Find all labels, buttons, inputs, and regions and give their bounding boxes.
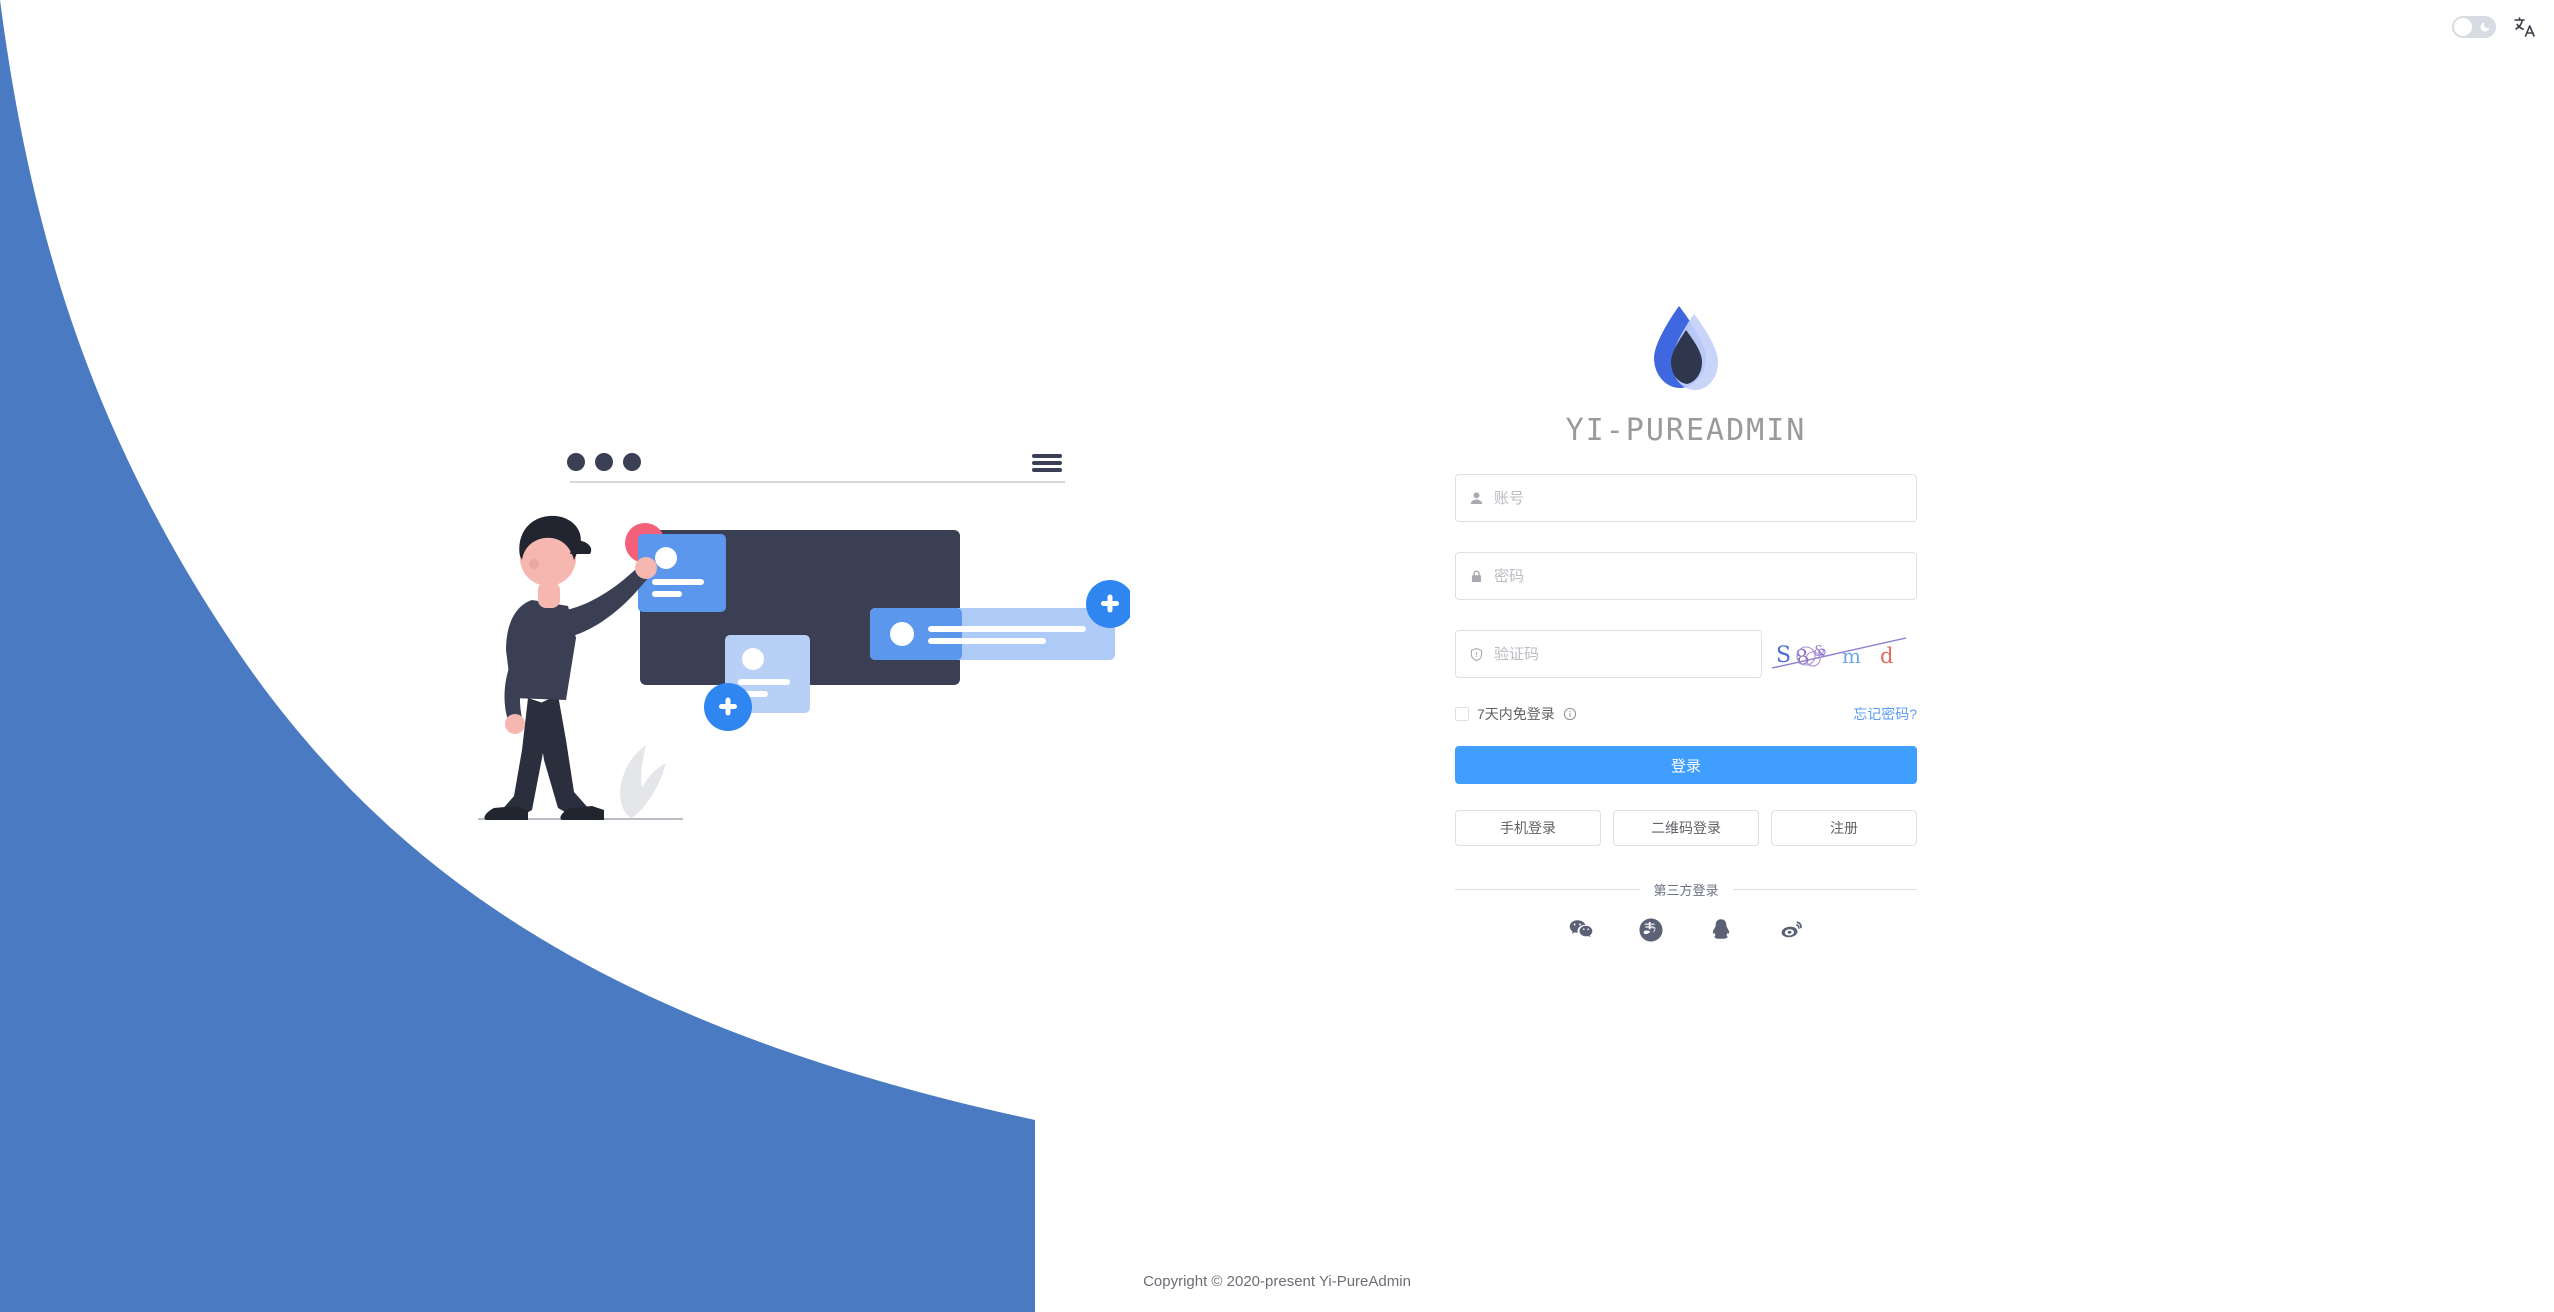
user-icon [1468, 490, 1484, 506]
options-row: 7天内免登录 忘记密码? [1455, 704, 1917, 724]
svg-text:d: d [1880, 644, 1893, 668]
info-circle-icon[interactable] [1563, 707, 1577, 721]
password-field[interactable] [1455, 552, 1917, 600]
alipay-icon[interactable] [1638, 917, 1664, 943]
forgot-password-link[interactable]: 忘记密码? [1853, 706, 1917, 722]
page-title: YI-PUREADMIN [1565, 413, 1807, 448]
top-controls [2452, 14, 2538, 40]
alt-login-buttons: 手机登录 二维码登录 注册 [1455, 810, 1917, 846]
social-login-row [1455, 917, 1917, 943]
footer-copyright: Copyright © 2020-present Yi-PureAdmin [1143, 1273, 1411, 1290]
captcha-input[interactable] [1494, 631, 1749, 677]
divider-line-left [1455, 889, 1640, 890]
translate-icon[interactable] [2512, 14, 2538, 40]
remember-checkbox[interactable] [1455, 707, 1469, 721]
username-input[interactable] [1494, 475, 1904, 521]
third-party-label: 第三方登录 [1653, 883, 1719, 898]
lock-icon [1468, 568, 1484, 584]
svg-text:&: & [1813, 642, 1826, 660]
login-panel: YI-PUREADMIN [1455, 300, 1918, 943]
login-button[interactable]: 登录 [1455, 746, 1917, 784]
phone-login-button[interactable]: 手机登录 [1455, 810, 1601, 846]
svg-text:S: S [1776, 643, 1791, 668]
shield-icon [1468, 646, 1484, 662]
password-input[interactable] [1494, 553, 1904, 599]
qq-icon[interactable] [1708, 917, 1734, 943]
water-drop-logo-icon [1646, 300, 1726, 395]
remember-me[interactable]: 7天内免登录 [1455, 704, 1577, 724]
third-party-divider: 第三方登录 [1455, 880, 1918, 899]
qrcode-login-button[interactable]: 二维码登录 [1613, 810, 1759, 846]
captcha-field[interactable] [1455, 630, 1762, 678]
captcha-row: S 8 & m d [1455, 630, 1917, 678]
captcha-image[interactable]: S 8 & m d [1770, 632, 1910, 676]
register-button[interactable]: 注册 [1771, 810, 1917, 846]
username-field[interactable] [1455, 474, 1917, 522]
svg-text:m: m [1842, 644, 1861, 668]
theme-toggle[interactable] [2452, 16, 2496, 38]
wechat-icon[interactable] [1568, 917, 1594, 943]
login-illustration [470, 440, 1130, 910]
toggle-knob [2454, 18, 2472, 36]
svg-text:8: 8 [1793, 644, 1811, 670]
remember-label: 7天内免登录 [1477, 706, 1555, 722]
brand: YI-PUREADMIN [1455, 300, 1917, 448]
divider-line-right [1732, 889, 1918, 890]
weibo-icon[interactable] [1778, 917, 1804, 943]
moon-icon [2479, 21, 2491, 33]
